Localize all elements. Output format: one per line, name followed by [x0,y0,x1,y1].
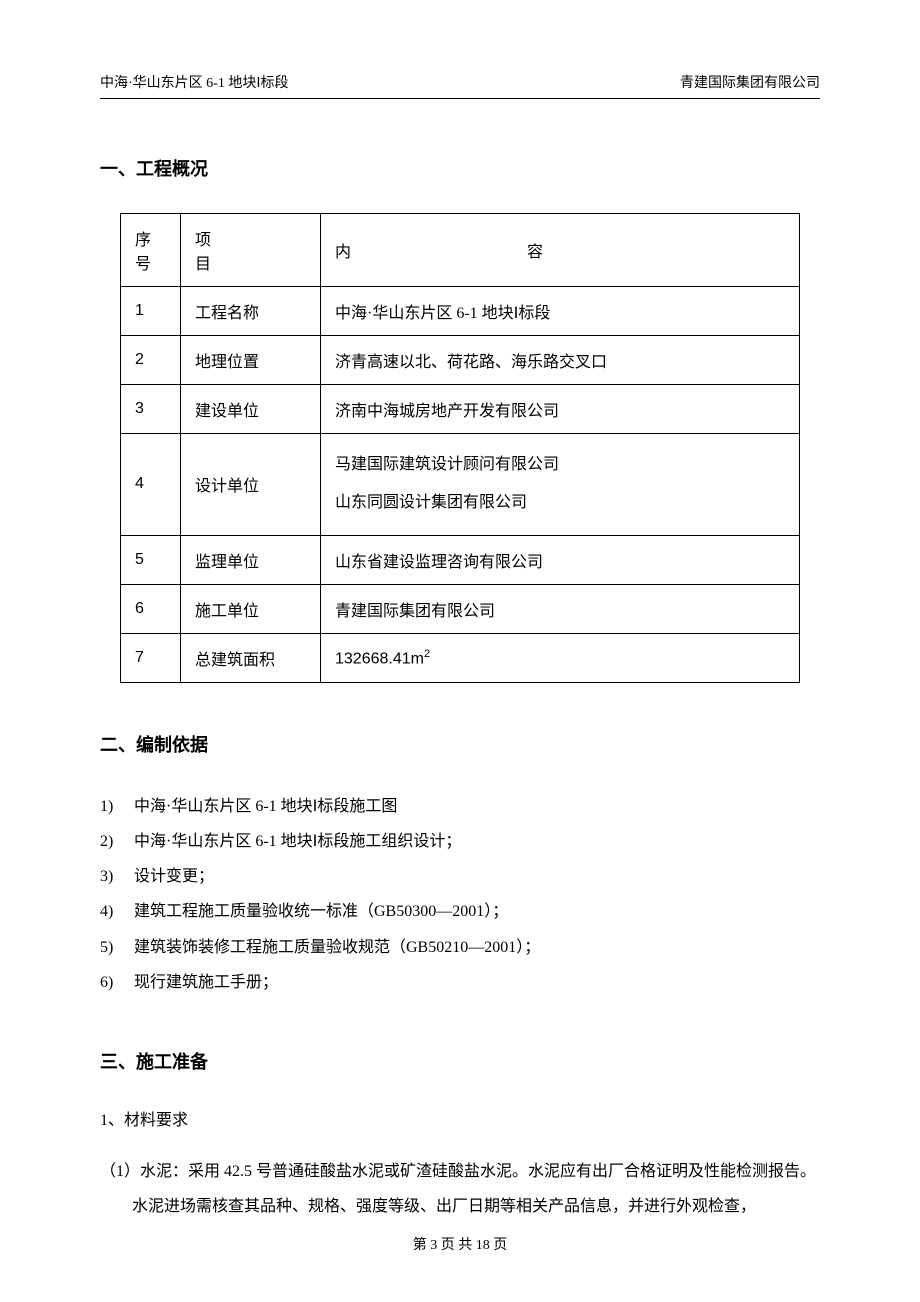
list-text: 建筑工程施工质量验收统一标准（GB50300—2001）； [134,894,508,929]
list-item: 2)中海·华山东片区 6-1 地块Ⅰ标段施工组织设计； [100,824,820,859]
th-index: 序号 [121,214,181,287]
list-text: 中海·华山东片区 6-1 地块Ⅰ标段施工组织设计； [134,824,461,859]
table-header-row: 序号 项 目 内 容 [121,214,800,287]
table-row: 7 总建筑面积 132668.41m2 [121,633,800,682]
cell-content-line: 马建国际建筑设计顾问有限公司 [335,446,785,484]
cell-proj: 地理位置 [181,336,321,385]
table-row: 4 设计单位 马建国际建筑设计顾问有限公司 山东同圆设计集团有限公司 [121,434,800,536]
list-num: 4) [100,894,134,929]
list-text: 建筑装饰装修工程施工质量验收规范（GB50210—2001）； [134,930,540,965]
cell-proj: 监理单位 [181,535,321,584]
page-footer: 第 3 页 共 18 页 [0,1234,920,1254]
cell-idx: 2 [121,336,181,385]
list-item: 3)设计变更； [100,859,820,894]
body-paragraph: 水泥进场需核查其品种、规格、强度等级、出厂日期等相关产品信息，并进行外观检查， [100,1189,820,1224]
table-row: 1 工程名称 中海·华山东片区 6-1 地块Ⅰ标段 [121,287,800,336]
th-project: 项 目 [181,214,321,287]
cell-idx: 6 [121,584,181,633]
cell-proj: 工程名称 [181,287,321,336]
section-3-title: 三、施工准备 [100,1048,820,1074]
page-header: 中海·华山东片区 6-1 地块Ⅰ标段 青建国际集团有限公司 [100,72,820,99]
cell-content: 马建国际建筑设计顾问有限公司 山东同圆设计集团有限公司 [321,434,800,536]
cell-proj: 设计单位 [181,434,321,536]
section-3-sub1: 1、材料要求 [100,1106,820,1130]
list-item: 4)建筑工程施工质量验收统一标准（GB50300—2001）； [100,894,820,929]
cell-content: 132668.41m2 [321,633,800,682]
cell-proj: 建设单位 [181,385,321,434]
list-text: 现行建筑施工手册； [134,965,278,1000]
cell-content: 济南中海城房地产开发有限公司 [321,385,800,434]
list-text: 设计变更； [134,859,214,894]
cell-idx: 3 [121,385,181,434]
table-row: 3 建设单位 济南中海城房地产开发有限公司 [121,385,800,434]
list-num: 6) [100,965,134,1000]
list-item: 5)建筑装饰装修工程施工质量验收规范（GB50210—2001）； [100,930,820,965]
cell-idx: 4 [121,434,181,536]
section-1-title: 一、工程概况 [100,155,820,181]
list-num: 2) [100,824,134,859]
cell-proj: 施工单位 [181,584,321,633]
list-text: 中海·华山东片区 6-1 地块Ⅰ标段施工图 [134,789,397,824]
cell-idx: 5 [121,535,181,584]
list-num: 1) [100,789,134,824]
basis-list: 1)中海·华山东片区 6-1 地块Ⅰ标段施工图 2)中海·华山东片区 6-1 地… [100,789,820,1000]
table-row: 5 监理单位 山东省建设监理咨询有限公司 [121,535,800,584]
cell-idx: 1 [121,287,181,336]
table-row: 2 地理位置 济青高速以北、荷花路、海乐路交叉口 [121,336,800,385]
list-item: 6)现行建筑施工手册； [100,965,820,1000]
list-num: 3) [100,859,134,894]
cell-content: 济青高速以北、荷花路、海乐路交叉口 [321,336,800,385]
list-item: 1)中海·华山东片区 6-1 地块Ⅰ标段施工图 [100,789,820,824]
cell-content-line: 山东同圆设计集团有限公司 [335,484,785,522]
cell-content: 山东省建设监理咨询有限公司 [321,535,800,584]
header-right: 青建国际集团有限公司 [680,72,820,92]
th-content: 内 容 [321,214,800,287]
header-left: 中海·华山东片区 6-1 地块Ⅰ标段 [100,72,288,92]
list-num: 5) [100,930,134,965]
cell-proj: 总建筑面积 [181,633,321,682]
cell-idx: 7 [121,633,181,682]
section-2-title: 二、编制依据 [100,731,820,757]
cell-content: 青建国际集团有限公司 [321,584,800,633]
overview-table: 序号 项 目 内 容 1 工程名称 中海·华山东片区 6-1 地块Ⅰ标段 2 地… [120,213,800,683]
body-paragraph: （1）水泥：采用 42.5 号普通硅酸盐水泥或矿渣硅酸盐水泥。水泥应有出厂合格证… [100,1154,820,1189]
table-row: 6 施工单位 青建国际集团有限公司 [121,584,800,633]
cell-content: 中海·华山东片区 6-1 地块Ⅰ标段 [321,287,800,336]
